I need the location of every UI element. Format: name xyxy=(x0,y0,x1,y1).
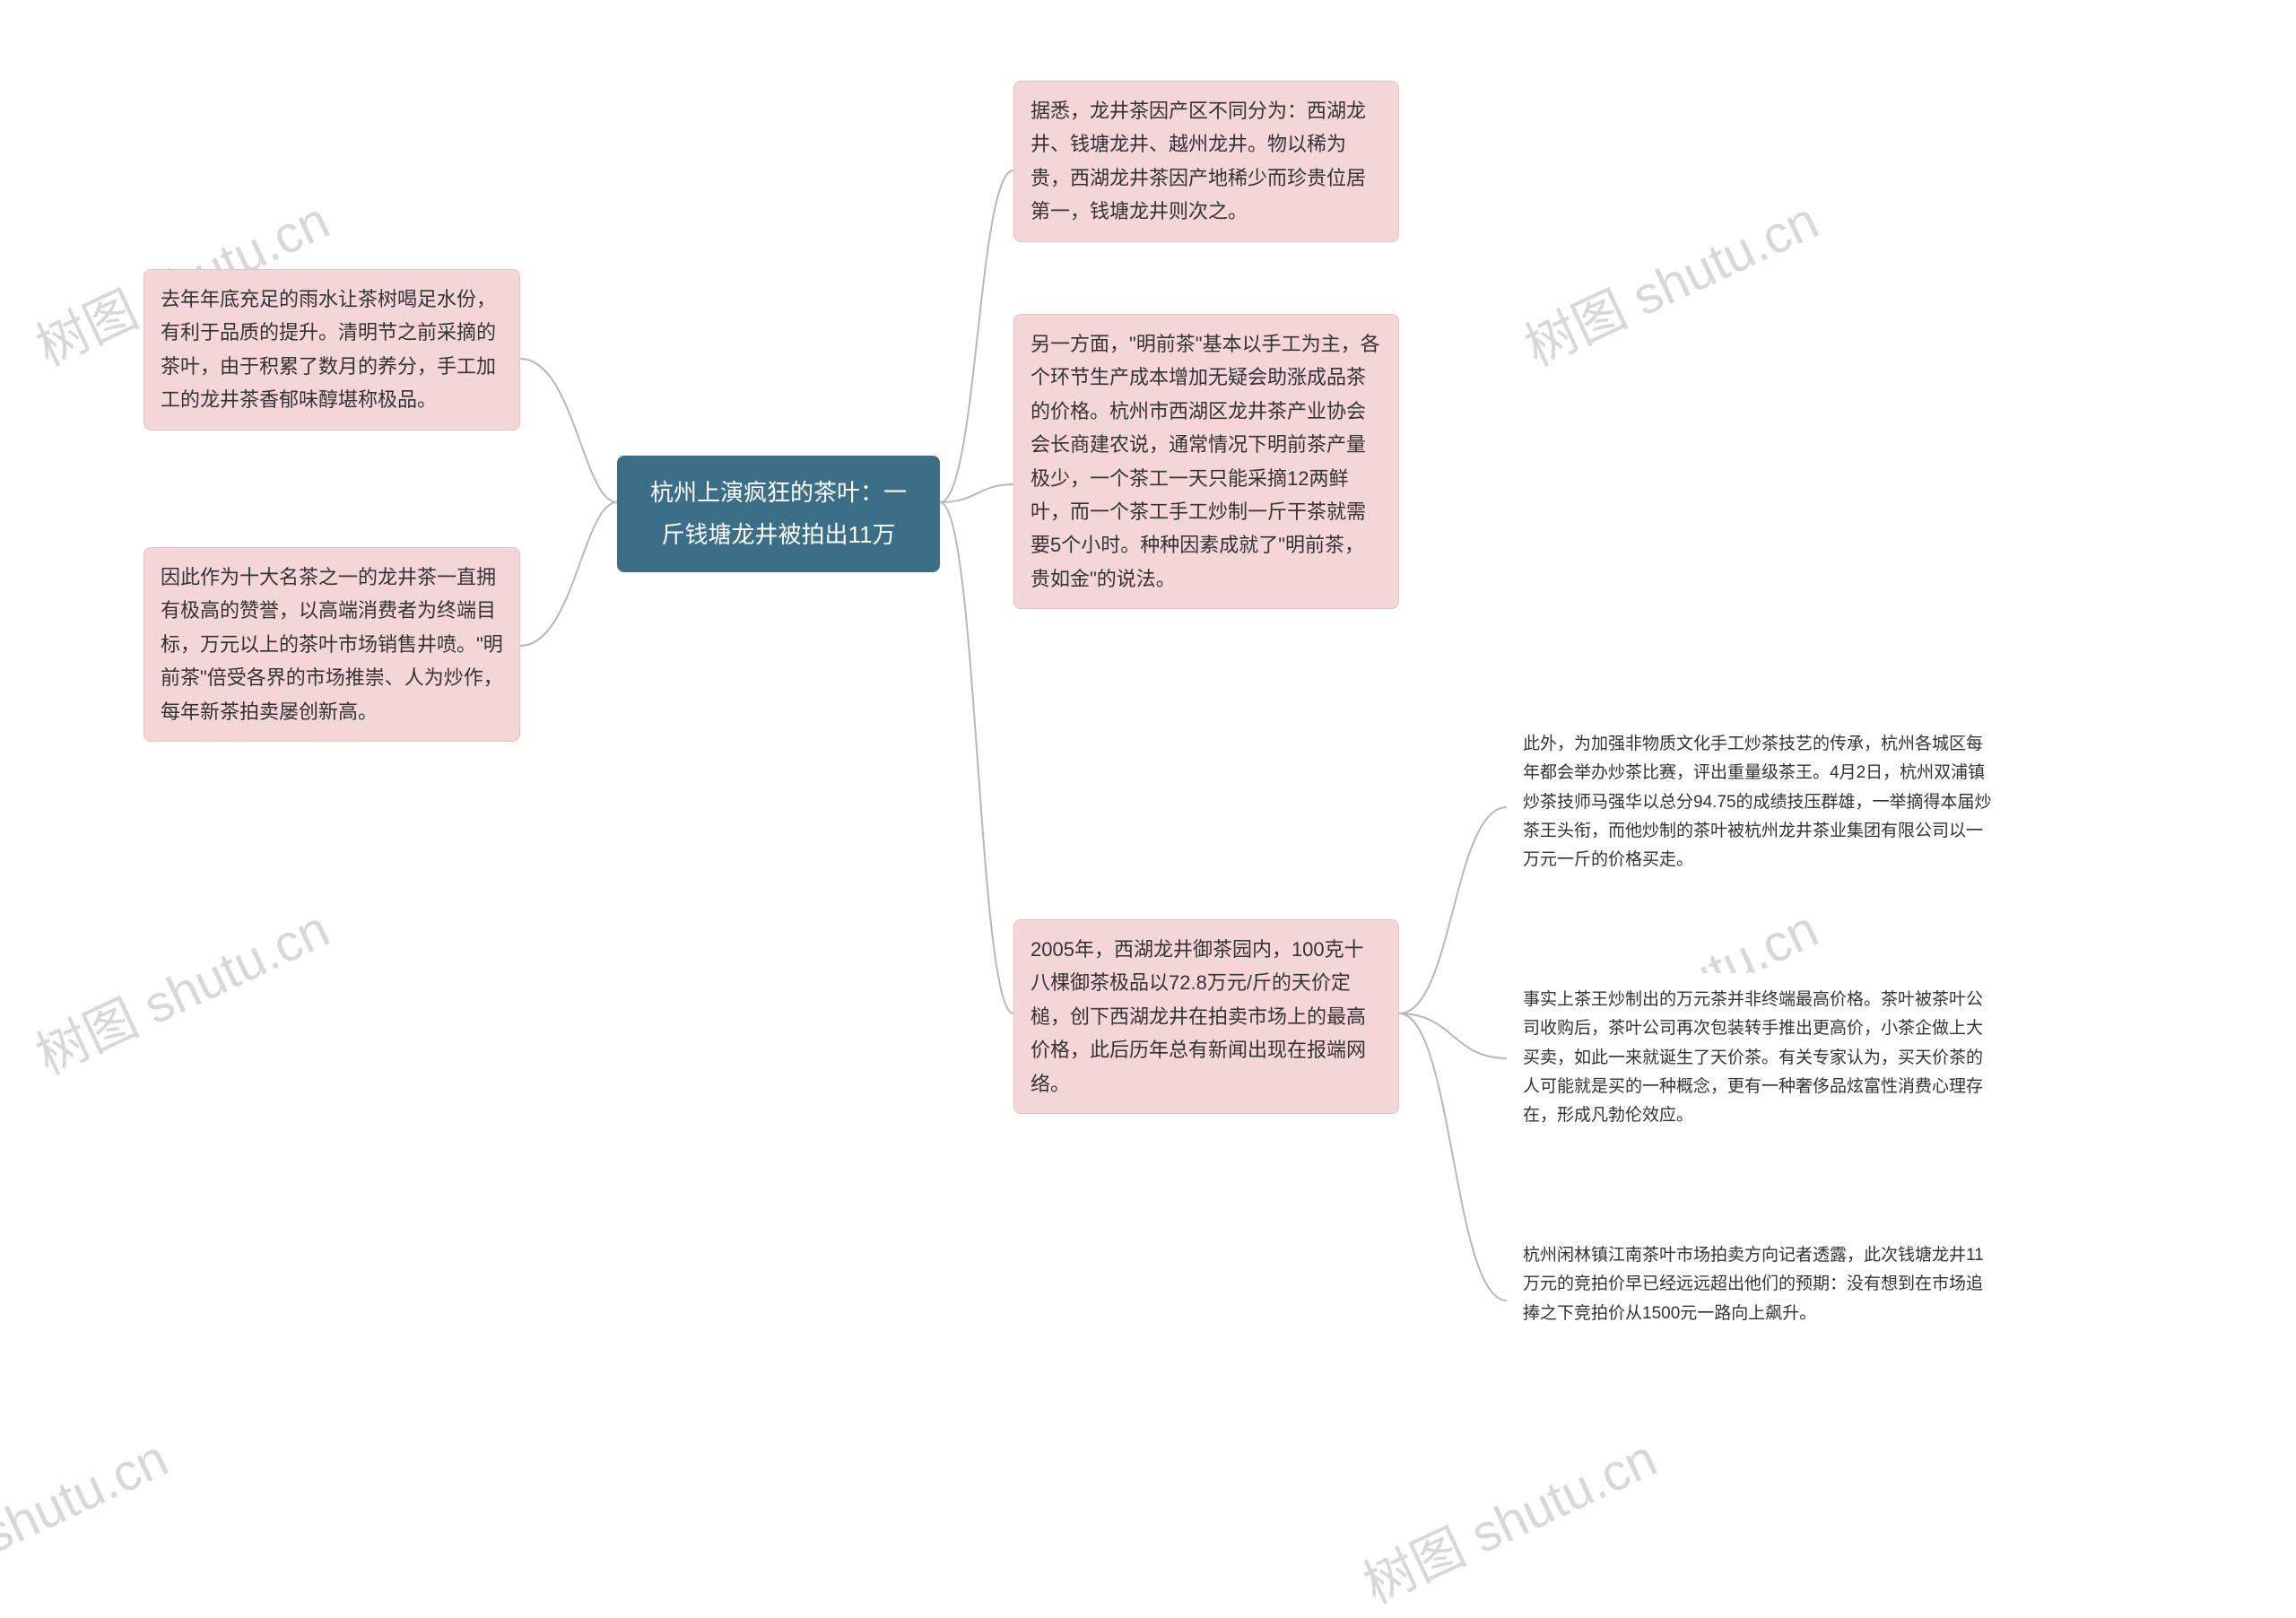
center-line2: 斤钱塘龙井被拍出11万 xyxy=(637,514,920,556)
right-node-1: 据悉，龙井茶因产区不同分为：西湖龙井、钱塘龙井、越州龙井。物以稀为贵，西湖龙井茶… xyxy=(1013,81,1399,242)
center-node: 杭州上演疯狂的茶叶：一 斤钱塘龙井被拍出11万 xyxy=(617,456,940,572)
sub-node-2: 事实上茶王炒制出的万元茶并非终端最高价格。茶叶被茶叶公司收购后，茶叶公司再次包装… xyxy=(1507,973,2009,1143)
left-node-2: 因此作为十大名茶之一的龙井茶一直拥有极高的赞誉，以高端消费者为终端目标，万元以上… xyxy=(144,547,520,742)
watermark: 树图 shutu.cn xyxy=(0,1416,178,1618)
watermark: 树图 shutu.cn xyxy=(22,887,340,1089)
sub-node-3: 杭州闲林镇江南茶叶市场拍卖方向记者透露，此次钱塘龙井11万元的竞拍价早已经远远超… xyxy=(1507,1229,2009,1341)
right-node-3: 2005年，西湖龙井御茶园内，100克十八棵御茶极品以72.8万元/斤的天价定槌… xyxy=(1013,919,1399,1114)
sub-node-1: 此外，为加强非物质文化手工炒茶技艺的传承，杭州各城区每年都会举办炒茶比赛，评出重… xyxy=(1507,718,2009,887)
center-line1: 杭州上演疯狂的茶叶：一 xyxy=(637,472,920,514)
right-node-2: 另一方面，"明前茶"基本以手工为主，各个环节生产成本增加无疑会助涨成品茶的价格。… xyxy=(1013,314,1399,609)
watermark: 树图 shutu.cn xyxy=(1511,178,1829,380)
left-node-1: 去年年底充足的雨水让茶树喝足水份，有利于品质的提升。清明节之前采摘的茶叶，由于积… xyxy=(144,269,520,431)
watermark: 树图 shutu.cn xyxy=(1350,1416,1667,1618)
